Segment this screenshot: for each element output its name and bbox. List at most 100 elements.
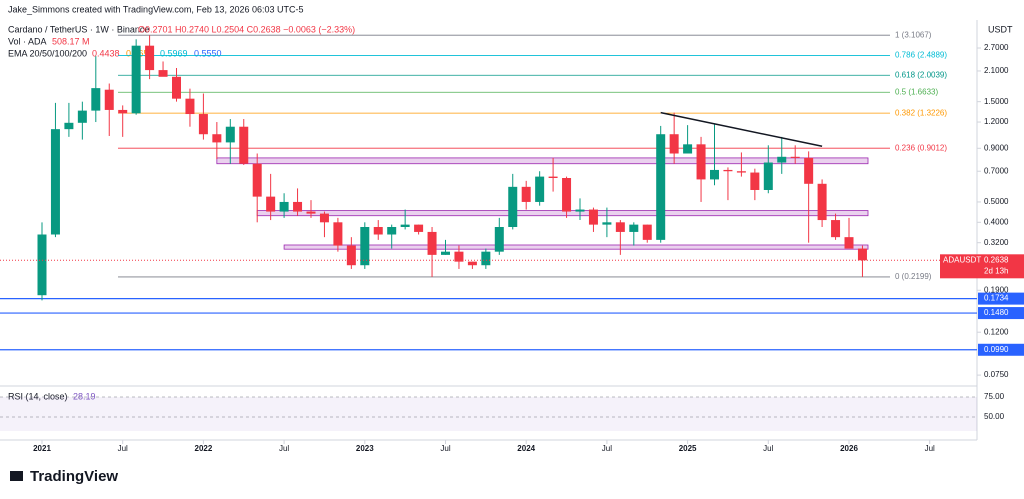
candle-body <box>750 172 760 190</box>
fib-label: 0 (0.2199) <box>895 272 932 281</box>
ohlc-legend: O0.2701 H0.2740 L0.2504 C0.2638 −0.0063 … <box>138 24 355 34</box>
trendline <box>660 111 823 148</box>
x-tick-label: Jul <box>118 444 128 453</box>
candle-body <box>77 110 87 123</box>
y-tick-label: 0.9000 <box>984 143 1009 152</box>
candle-body <box>857 248 867 261</box>
candle-body <box>736 171 746 173</box>
candle-body <box>158 70 168 77</box>
x-tick-label: Jul <box>763 444 773 453</box>
fib-label: 0.382 (1.3226) <box>895 108 947 117</box>
y-tick-label: 0.3200 <box>984 238 1009 247</box>
level-tag <box>978 292 1024 305</box>
candle-body <box>521 186 531 202</box>
level-label: 0.0990 <box>984 345 1009 354</box>
candle-body <box>629 224 639 232</box>
candle-body <box>723 169 733 172</box>
x-tick-label: 2024 <box>517 444 535 453</box>
x-tick-label: 2025 <box>679 444 697 453</box>
candle-body <box>91 88 101 111</box>
candle-body <box>831 220 841 238</box>
candle-body <box>118 109 128 114</box>
candle-body <box>656 134 666 240</box>
candle-body <box>293 201 303 212</box>
fib-label: 0.786 (2.4889) <box>895 51 947 60</box>
candle-body <box>306 211 316 214</box>
level-tag <box>978 307 1024 320</box>
brand: TradingView <box>30 468 118 485</box>
y-tick-label: 2.1000 <box>984 66 1009 75</box>
candle-body <box>333 222 343 246</box>
candle-body <box>763 162 773 190</box>
candle-body <box>212 134 222 143</box>
candle-body <box>198 114 208 135</box>
y-tick-label: 1.5000 <box>984 97 1009 106</box>
candle-body <box>696 144 706 180</box>
candle-body <box>602 222 612 225</box>
candle-body <box>777 156 787 163</box>
fib-label: 0.236 (0.9012) <box>895 143 947 152</box>
last-price-label: 0.2638 <box>984 255 1009 264</box>
candle-body <box>50 129 60 235</box>
candle-body <box>804 157 814 184</box>
logo-mark <box>10 471 23 481</box>
candle-body <box>400 224 410 227</box>
candle-body <box>427 231 437 255</box>
candle-body <box>844 237 854 249</box>
ema-value: 0.4438 <box>92 48 120 58</box>
candle-body <box>279 201 289 212</box>
rsi-tick-label: 75.00 <box>984 392 1005 401</box>
candle-body <box>642 224 652 240</box>
candle-body <box>239 126 249 164</box>
y-tick-label: 1.2000 <box>984 117 1009 126</box>
rsi-legend: RSI (14, close) <box>8 391 68 401</box>
candle-body <box>37 234 47 296</box>
candle-body <box>252 163 262 197</box>
level-label: 0.1480 <box>984 308 1009 317</box>
x-tick-label: Jul <box>440 444 450 453</box>
candle-body <box>104 89 114 110</box>
chart-title: Cardano / TetherUS · 1W · Binance <box>8 24 149 34</box>
ema-legend: EMA 20/50/100/200 <box>8 48 87 58</box>
y-tick-label: 2.7000 <box>984 43 1009 52</box>
candle-body <box>535 176 545 202</box>
ema-value: 0.5550 <box>194 48 222 58</box>
candle-body <box>145 45 155 71</box>
candle-body <box>131 45 141 114</box>
candle-body <box>414 224 424 232</box>
y-tick-label: 0.4000 <box>984 217 1009 226</box>
x-tick-label: 2021 <box>33 444 51 453</box>
candle-body <box>548 176 558 178</box>
level-tag <box>978 343 1024 356</box>
candle-body <box>494 226 504 252</box>
volume-value: 508.17 M <box>52 36 90 46</box>
volume-legend: Vol · ADA <box>8 36 47 46</box>
last-price-countdown: 2d 13h <box>984 266 1008 275</box>
y-tick-label: 0.1900 <box>984 285 1009 294</box>
last-price-symbol: ADAUSDT <box>943 255 981 264</box>
x-tick-label: 2023 <box>356 444 374 453</box>
y-tick-label: 0.7000 <box>984 166 1009 175</box>
x-tick-label: 2022 <box>195 444 213 453</box>
candle-body <box>562 177 572 212</box>
x-tick-label: Jul <box>925 444 935 453</box>
candle-body <box>683 144 693 154</box>
candle-body <box>454 251 464 262</box>
candle-body <box>710 169 719 180</box>
candle-body <box>266 196 276 212</box>
y-tick-label: 0.1200 <box>984 327 1009 336</box>
logo: TradingView <box>10 468 118 485</box>
candle-body <box>467 261 477 266</box>
zone <box>216 157 869 165</box>
y-tick-label: 0.5000 <box>984 197 1009 206</box>
level-label: 0.1734 <box>984 294 1009 303</box>
candle-body <box>481 251 491 266</box>
candle-body <box>225 126 235 143</box>
zone <box>283 244 869 250</box>
candle-body <box>172 76 181 99</box>
last-price-tag <box>940 254 1024 279</box>
candle-body <box>360 226 370 266</box>
x-tick-label: Jul <box>602 444 612 453</box>
x-tick-label: 2026 <box>840 444 858 453</box>
candle-body <box>185 98 195 115</box>
